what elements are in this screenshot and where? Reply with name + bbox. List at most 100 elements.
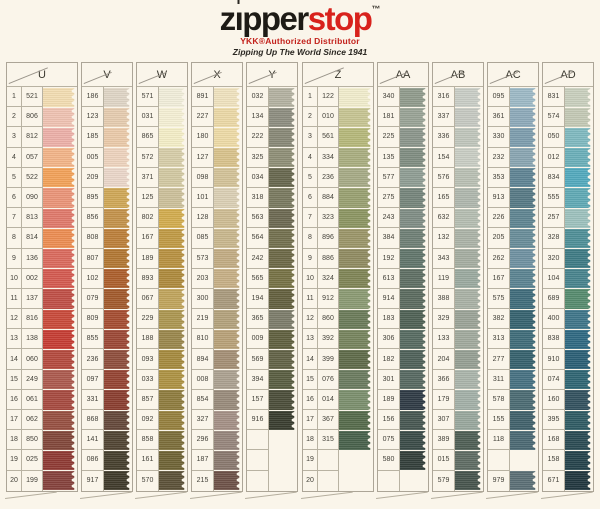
swatch-cell	[269, 349, 297, 370]
color-code: 858	[137, 430, 159, 451]
swatch-cell	[510, 249, 538, 269]
color-code: 301	[378, 369, 400, 390]
swatch-cell	[400, 208, 428, 229]
color-swatch-ac-12	[510, 309, 536, 329]
color-code: 884	[318, 187, 339, 209]
swatch-cell	[510, 430, 538, 451]
swatch-cell	[214, 168, 242, 188]
swatch-cell	[43, 208, 77, 229]
color-code: 311	[488, 369, 510, 390]
color-code: 325	[247, 147, 269, 168]
color-code: 856	[82, 208, 104, 229]
color-code: 262	[488, 248, 510, 269]
color-code: 079	[82, 288, 104, 310]
color-code: 093	[137, 349, 159, 370]
color-swatch-ac-13	[510, 329, 536, 350]
swatch-cell	[104, 228, 132, 249]
color-code: 521	[22, 87, 43, 108]
color-code: 313	[488, 329, 510, 350]
row-number: 12	[303, 309, 318, 330]
swatch-cell	[214, 269, 242, 289]
swatch-cell	[159, 430, 187, 451]
color-code: 209	[82, 167, 104, 188]
color-code: 236	[82, 349, 104, 370]
swatch-cell	[400, 188, 428, 208]
swatch-cell	[43, 107, 77, 128]
color-column-aa: AA 340 181 225 135 577 275 243 384 192 613 914 183 30…	[377, 62, 429, 492]
color-code: 327	[192, 410, 214, 431]
color-swatch-w-2	[159, 107, 185, 128]
color-swatch-u-10	[43, 269, 75, 289]
swatch-cell	[400, 450, 428, 471]
color-swatch-ad-3	[565, 127, 591, 148]
swatch-cell	[214, 329, 242, 350]
row-number: 7	[7, 208, 22, 229]
color-code: 353	[488, 167, 510, 188]
color-swatch-z-9	[339, 249, 371, 269]
swatch-cell	[269, 390, 297, 410]
color-swatch-ac-3	[510, 127, 536, 148]
swatch-cell	[43, 329, 77, 350]
color-swatch-w-18	[159, 430, 185, 451]
color-code: 307	[433, 410, 455, 431]
color-code: 613	[378, 268, 400, 289]
color-code: 034	[247, 167, 269, 188]
row-number: 13	[303, 329, 318, 350]
swatch-cell	[510, 370, 538, 390]
swatch-cell	[339, 107, 373, 128]
color-swatch-aa-10	[400, 269, 426, 289]
row-number: 3	[7, 127, 22, 148]
swatch-cell	[269, 208, 297, 229]
swatch-cell	[400, 309, 428, 329]
color-code	[378, 470, 400, 491]
row-number: 10	[7, 268, 22, 289]
swatch-cell	[510, 309, 538, 329]
color-swatch-w-3	[159, 127, 185, 148]
color-swatch-w-11	[159, 289, 185, 309]
color-code: 075	[378, 430, 400, 451]
color-column-ad: AD 831 574 050 012 834 555 257 328 320 104 689 400 83…	[542, 62, 594, 492]
color-swatch-v-20	[104, 471, 130, 491]
swatch-cell	[159, 249, 187, 269]
color-code: 860	[318, 309, 339, 330]
swatch-cell	[565, 309, 593, 329]
swatch-cell	[159, 228, 187, 249]
color-code: 185	[82, 127, 104, 148]
color-swatch-ad-1	[565, 87, 591, 107]
swatch-cell	[43, 410, 77, 430]
color-swatch-ab-11	[455, 289, 481, 309]
swatch-cell	[565, 269, 593, 289]
color-swatch-y-8	[269, 228, 295, 249]
color-swatch-v-15	[104, 370, 130, 390]
color-code: 361	[488, 107, 510, 128]
color-swatch-ab-16	[455, 390, 481, 410]
column-header-label: V	[103, 68, 111, 81]
color-swatch-w-20	[159, 471, 185, 491]
row-number: 1	[303, 87, 318, 108]
color-swatch-y-6	[269, 188, 295, 208]
swatch-cell	[269, 127, 297, 148]
color-code: 227	[192, 107, 214, 128]
color-code: 328	[543, 228, 565, 249]
swatch-cell	[455, 471, 483, 491]
swatch-cell	[43, 269, 77, 289]
color-swatch-aa-2	[400, 107, 426, 128]
color-code: 156	[378, 410, 400, 431]
swatch-cell	[510, 471, 538, 491]
color-code: 031	[137, 107, 159, 128]
color-swatch-y-14	[269, 349, 295, 370]
row-number: 10	[303, 268, 318, 289]
color-code: 015	[433, 450, 455, 471]
color-column-ac: AC 095 361 330 232 353 913 226 205 262 167 575 382 31…	[487, 62, 539, 492]
swatch-cell	[510, 349, 538, 370]
row-number: 20	[303, 470, 318, 491]
color-swatch-w-16	[159, 390, 185, 410]
row-number: 17	[303, 410, 318, 431]
swatch-cell	[510, 107, 538, 128]
swatch-cell	[455, 390, 483, 410]
color-code: 032	[247, 87, 269, 108]
swatch-cell	[104, 208, 132, 229]
swatch-cell	[400, 87, 428, 107]
color-swatch-ab-5	[455, 168, 481, 188]
